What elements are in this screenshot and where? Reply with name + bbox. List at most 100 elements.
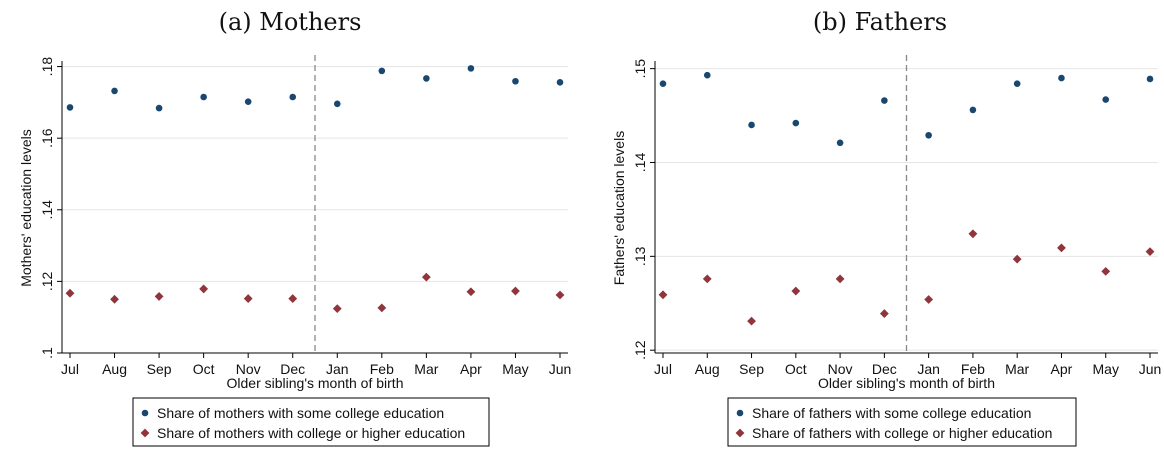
fathers-college-higher-point (747, 316, 756, 326)
mothers-legend: Share of mothers with some college educa… (132, 397, 490, 447)
fathers-legend-entry: Share of fathers with some college educa… (752, 405, 1031, 421)
fathers-college-higher-point (791, 286, 801, 296)
mothers-some-college-point (66, 104, 74, 111)
fathers-some-college-point (969, 106, 977, 114)
mothers-legend-box (132, 397, 490, 447)
fathers-some-college-point (1013, 80, 1021, 87)
mothers-some-college-point (467, 65, 475, 72)
fathers-x-tick-label: May (1093, 361, 1119, 377)
fathers-x-tick-label: Jun (1139, 361, 1162, 377)
fathers-x-tick-label: Dec (872, 361, 897, 377)
fathers-y-tick-label: .14 (632, 153, 648, 173)
mothers-college-higher-point (555, 290, 565, 300)
fathers-some-college-point (1058, 74, 1065, 82)
mothers-college-higher-point (332, 304, 342, 314)
mothers-x-tick-label: Jul (61, 361, 79, 377)
mothers-some-college-point (423, 75, 430, 82)
mothers-x-tick-label: Sep (147, 361, 172, 377)
fathers-some-college-point (1146, 75, 1154, 83)
mothers-college-higher-point (65, 288, 75, 298)
mothers-some-college-point (512, 77, 519, 85)
mothers-college-higher-point (110, 294, 119, 304)
mothers-college-higher-point (154, 292, 164, 301)
fathers-y-tick-label: .13 (632, 246, 648, 266)
mothers-caption: (a) Mothers (219, 8, 362, 36)
fathers-college-higher-point (1057, 243, 1066, 253)
fathers-y-tick-label: .12 (632, 340, 648, 360)
mothers-legend-diamond-marker (140, 428, 150, 438)
mothers-x-tick-label: Mar (414, 361, 438, 377)
fathers-some-college-point (792, 119, 800, 127)
fathers-college-higher-point (702, 274, 712, 284)
mothers-x-tick-label: May (502, 361, 528, 377)
mothers-x-tick-label: Apr (460, 361, 482, 377)
fathers-y-axis-title: Fathers' education levels (611, 131, 627, 285)
mothers-some-college-point (244, 98, 252, 105)
fathers-x-tick-label: Aug (695, 361, 720, 377)
mothers-college-higher-point (243, 294, 253, 303)
fathers-legend: Share of fathers with some college educa… (727, 397, 1077, 447)
mothers-college-higher-point (199, 284, 209, 294)
fathers-legend-box (727, 397, 1077, 447)
mothers-some-college-point (111, 87, 118, 95)
fathers-college-higher-point (1145, 247, 1155, 257)
mothers-y-tick-label: .1 (39, 347, 55, 359)
mothers-college-higher-point (511, 286, 520, 296)
mothers-some-college-point (200, 93, 207, 101)
fathers-x-tick-label: Oct (785, 361, 807, 377)
mothers-some-college-point (556, 79, 564, 86)
fathers-x-tick-label: Nov (828, 361, 853, 377)
mothers-x-tick-label: Jan (326, 361, 349, 377)
mothers-y-tick-label: .12 (39, 271, 55, 291)
fathers-x-axis-title: Older sibling's month of birth (818, 375, 995, 391)
mothers-college-higher-point (466, 287, 476, 297)
mothers-x-tick-label: Oct (193, 361, 215, 377)
mothers-y-tick-label: .16 (39, 128, 55, 148)
fathers-x-tick-label: Feb (961, 361, 985, 377)
fathers-college-higher-point (658, 290, 668, 300)
mothers-legend-entry: Share of mothers with some college educa… (157, 405, 444, 421)
mothers-x-tick-label: Jun (549, 361, 572, 377)
fathers-some-college-point (659, 80, 667, 87)
mothers-x-axis-title: Older sibling's month of birth (227, 375, 404, 391)
mothers-y-axis-title: Mothers' education levels (18, 129, 34, 287)
fathers-caption: (b) Fathers (813, 8, 947, 36)
fathers-y-tick-label: .15 (632, 59, 648, 79)
fathers-college-higher-point (879, 309, 889, 318)
fathers-some-college-point (748, 121, 755, 129)
fathers-some-college-point (703, 71, 711, 79)
fathers-college-higher-point (835, 274, 845, 284)
mothers-some-college-point (378, 67, 386, 75)
fathers-legend-circle-marker (736, 409, 744, 417)
fathers-x-tick-label: Sep (739, 361, 764, 377)
mothers-x-tick-label: Aug (102, 361, 127, 377)
mothers-legend-circle-marker (141, 409, 149, 417)
mothers-college-higher-point (421, 272, 431, 282)
fathers-x-tick-label: Mar (1005, 361, 1029, 377)
fathers-college-higher-point (968, 229, 978, 239)
fathers-some-college-point (836, 139, 844, 147)
mothers-x-tick-label: Nov (236, 361, 261, 377)
fathers-legend-entry: Share of fathers with college or higher … (752, 425, 1052, 441)
mothers-some-college-point (333, 100, 341, 108)
mothers-legend-entry: Share of mothers with college or higher … (157, 425, 465, 441)
fathers-x-tick-label: Jul (654, 361, 672, 377)
mothers-x-tick-label: Feb (370, 361, 394, 377)
fathers-some-college-point (881, 97, 888, 104)
fathers-some-college-point (925, 131, 932, 139)
fathers-legend-diamond-marker (735, 428, 745, 438)
fathers-panel: (b) Fathers .12 .13 .14 .15 Jul Aug Sep Oct Nov De… (611, 8, 1162, 447)
fathers-college-higher-point (924, 295, 934, 304)
mothers-y-tick-label: .18 (39, 57, 55, 77)
mothers-panel: (a) Mothers .1 .12 .14 .16 .18 Jul Aug Sep Oct Nov… (18, 8, 572, 447)
mothers-y-tick-label: .14 (39, 200, 55, 220)
fathers-college-higher-point (1012, 254, 1022, 264)
fathers-x-tick-label: Apr (1051, 361, 1073, 377)
mothers-x-tick-label: Dec (280, 361, 305, 377)
mothers-college-higher-point (377, 303, 387, 313)
fathers-college-higher-point (1101, 266, 1111, 276)
mothers-some-college-point (155, 104, 163, 112)
fathers-some-college-point (1102, 96, 1110, 103)
mothers-college-higher-point (288, 294, 298, 303)
